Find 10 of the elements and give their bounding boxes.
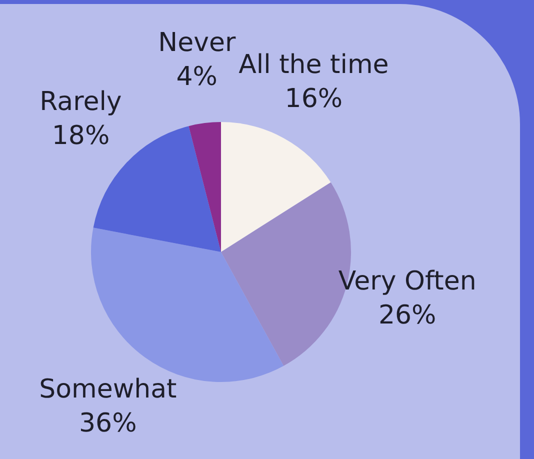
slice-label: Never xyxy=(158,28,236,58)
data-label: 36% xyxy=(79,408,137,438)
data-label: 4% xyxy=(176,62,218,92)
slice-label: All the time xyxy=(238,50,389,80)
data-label: 16% xyxy=(284,84,343,114)
data-label: 18% xyxy=(52,121,110,152)
data-label: 26% xyxy=(378,300,436,331)
slice-label: Somewhat xyxy=(39,374,177,404)
slice-label: Rarely xyxy=(40,87,122,118)
slice-label: Very Often xyxy=(338,266,476,297)
